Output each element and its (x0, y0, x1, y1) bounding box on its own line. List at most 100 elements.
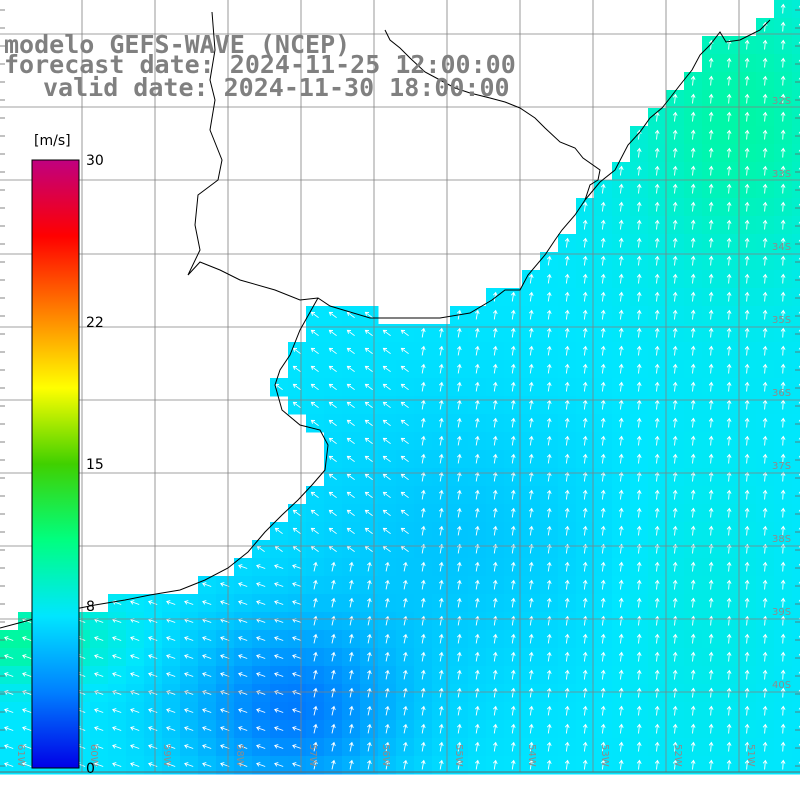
wind-arrow (292, 654, 302, 659)
wind-arrow (456, 597, 462, 608)
wind-arrow (400, 491, 409, 499)
colorbar-unit: [m/s] (34, 133, 71, 149)
field-cell (792, 288, 800, 307)
wind-arrow (708, 651, 714, 662)
wind-arrow (672, 759, 678, 770)
wind-arrow (654, 147, 660, 158)
wind-arrow (366, 579, 372, 590)
wind-arrow (726, 705, 732, 716)
wind-arrow (528, 381, 534, 392)
wind-arrow (474, 507, 480, 518)
wind-arrow (420, 723, 426, 734)
wind-arrow (672, 561, 678, 572)
wind-arrow (402, 651, 408, 662)
wind-arrow (690, 453, 696, 464)
wind-arrow (744, 345, 750, 356)
wind-arrow (510, 435, 516, 446)
field-cell (792, 306, 800, 325)
wind-arrow (546, 687, 552, 698)
wind-arrow (762, 327, 768, 338)
wind-arrow (672, 471, 678, 482)
field-cell (792, 684, 800, 703)
wind-arrow (708, 579, 714, 590)
wind-arrow (364, 329, 373, 337)
wind-arrow (690, 147, 696, 158)
wind-arrow (690, 651, 696, 662)
field-cell (792, 666, 800, 685)
wind-arrow (564, 255, 570, 266)
wind-arrow (600, 597, 606, 608)
wind-arrow (762, 129, 768, 140)
wind-arrow (744, 111, 750, 122)
wind-arrow (382, 455, 391, 463)
wind-arrow (438, 687, 444, 698)
wind-arrow (292, 509, 301, 517)
wind-arrow (384, 579, 390, 590)
wind-arrow (618, 453, 624, 464)
wind-arrow (366, 759, 372, 770)
wind-arrow (238, 582, 248, 587)
wind-arrow (672, 237, 678, 248)
wind-arrow (456, 489, 462, 500)
wind-arrow (582, 471, 588, 482)
wind-arrow (313, 759, 318, 770)
wind-arrow (780, 471, 786, 482)
wind-arrow (600, 561, 606, 572)
wind-arrow (492, 579, 498, 590)
wind-arrow (474, 453, 480, 464)
wind-arrow (618, 165, 624, 176)
wind-arrow (420, 597, 426, 608)
wind-arrow (112, 744, 122, 749)
wind-arrow (600, 237, 606, 248)
wind-arrow (636, 327, 642, 338)
wind-arrow (726, 255, 732, 266)
wind-arrow (636, 417, 642, 428)
wind-arrow (384, 741, 390, 752)
wind-arrow (636, 147, 642, 158)
wind-arrow (546, 759, 552, 770)
wind-arrow (780, 507, 786, 518)
wind-arrow (618, 273, 624, 284)
wind-arrow (528, 669, 534, 680)
wind-arrow (546, 255, 552, 266)
wind-arrow (690, 633, 696, 644)
wind-arrow (726, 507, 732, 518)
wind-arrow (780, 345, 786, 356)
field-cell (792, 252, 800, 271)
wind-arrow (690, 75, 696, 86)
wind-arrow (762, 147, 768, 158)
wind-arrow (780, 237, 786, 248)
wind-arrow (780, 75, 786, 86)
wind-arrow (744, 129, 750, 140)
lon-label: 54W (526, 744, 537, 767)
wind-arrow (22, 762, 32, 767)
field-cell (792, 108, 800, 127)
wind-arrow (474, 435, 480, 446)
wind-arrow (256, 564, 266, 569)
wind-arrow (600, 669, 606, 680)
lon-label: 59W (161, 744, 172, 767)
wind-arrow (382, 509, 391, 517)
wind-arrow (456, 651, 462, 662)
wind-arrow (456, 381, 462, 392)
wind-arrow (366, 669, 372, 680)
wind-arrow (510, 705, 516, 716)
wind-arrow (762, 183, 768, 194)
wind-arrow (402, 633, 408, 644)
wind-arrow (256, 708, 266, 713)
wind-arrow (384, 669, 390, 680)
wind-arrow (582, 687, 588, 698)
wind-arrow (564, 327, 570, 338)
wind-arrow (672, 417, 678, 428)
field-cell (792, 54, 800, 73)
wind-arrow (600, 417, 606, 428)
wind-arrow (618, 507, 624, 518)
wind-arrow (672, 183, 678, 194)
wind-arrow (690, 417, 696, 428)
wind-arrow (546, 453, 552, 464)
wind-arrow (672, 579, 678, 590)
wind-arrow (744, 327, 750, 338)
wind-arrow (762, 507, 768, 518)
wind-arrow (708, 489, 714, 500)
wind-arrow (744, 381, 750, 392)
